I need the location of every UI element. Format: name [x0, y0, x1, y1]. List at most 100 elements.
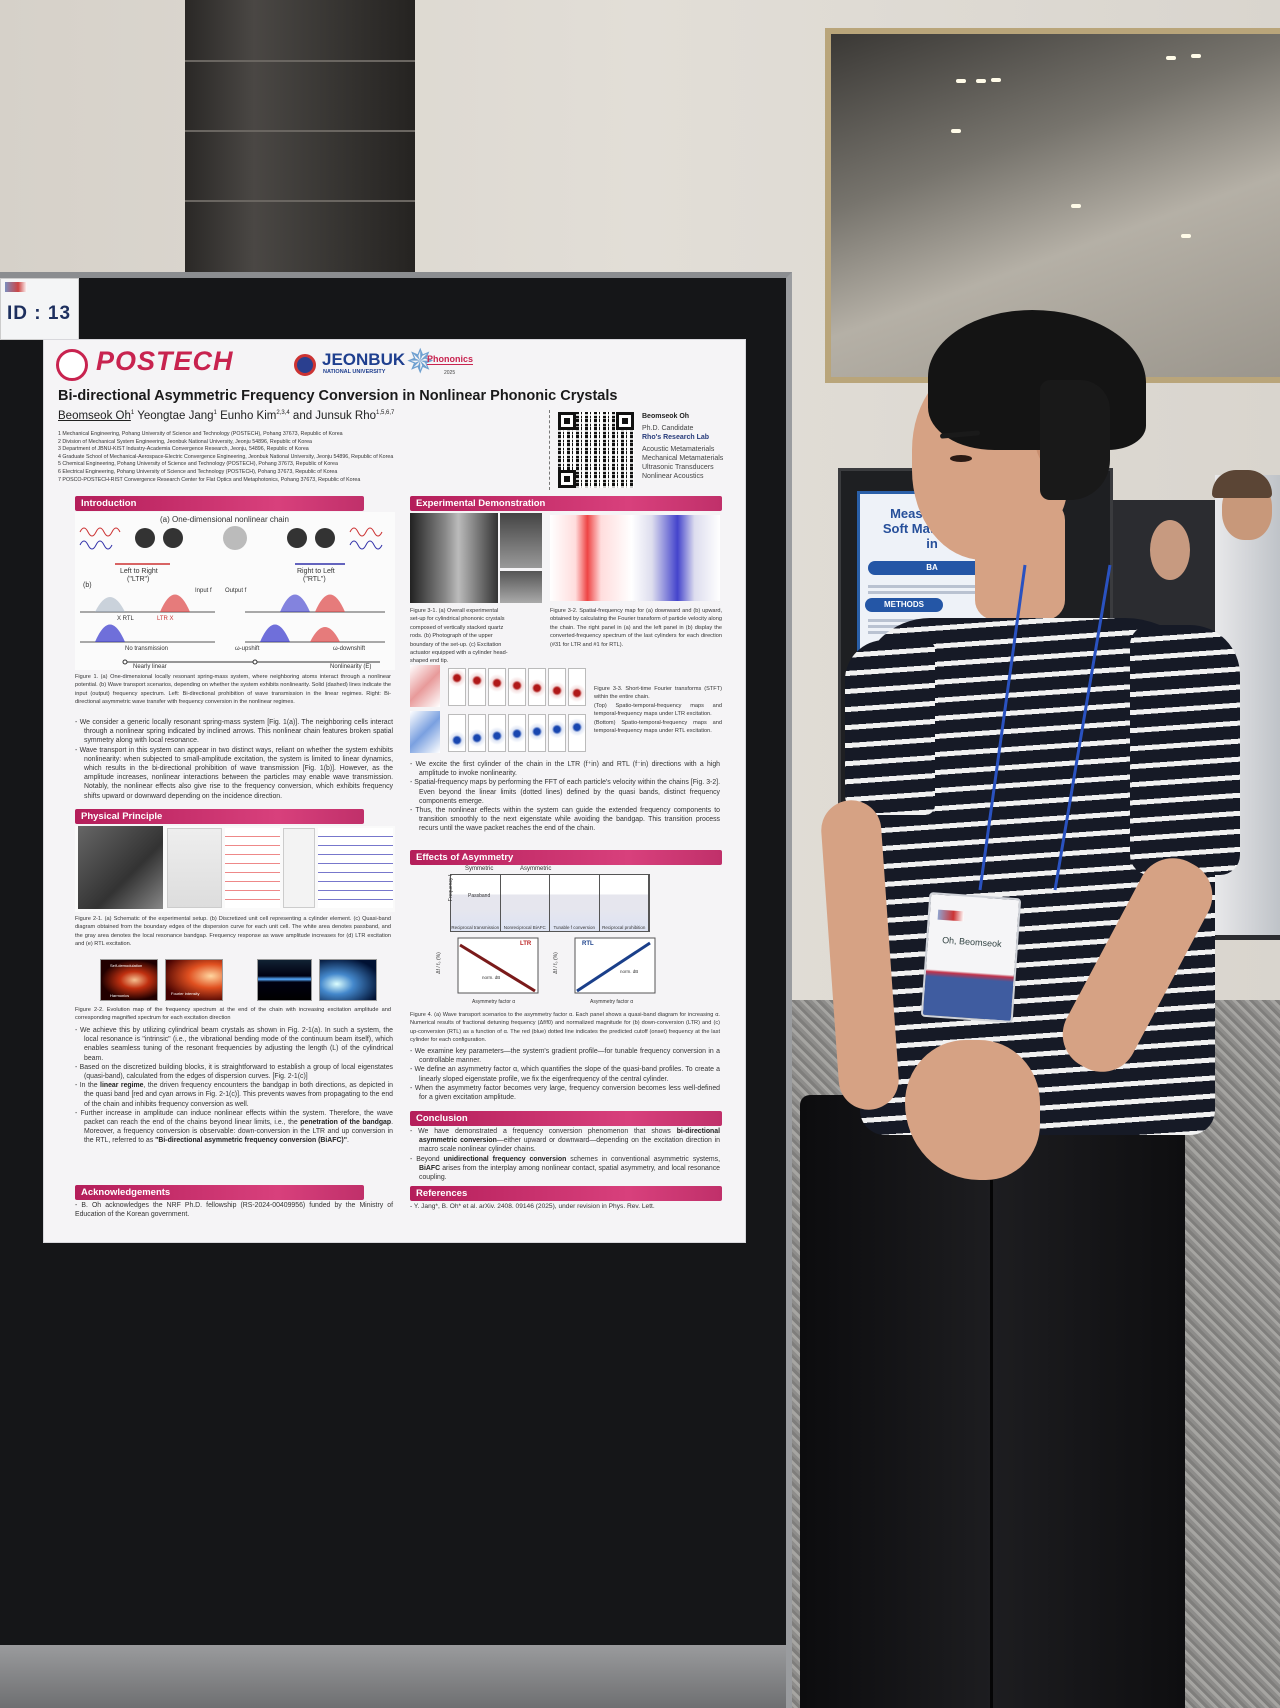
phononics-logo: Phononics	[427, 354, 474, 365]
bullet-text: We achieve this by utilizing cylindrical…	[79, 1027, 393, 1062]
qr-code[interactable]	[558, 412, 634, 488]
bullet: - Thus, the nonlinear effects within the…	[410, 807, 720, 833]
reference-text: - Y. Jang*, B. Oh* et al. arXiv. 2408. 0…	[410, 1203, 655, 1210]
stft-map	[448, 714, 466, 752]
fig4-xlabel: Asymmetry factor α	[472, 999, 516, 1005]
panel-label: Tunable f conversion	[553, 925, 596, 930]
figure-2-1	[75, 826, 395, 912]
fig4-label: Symmetric	[465, 866, 494, 872]
fig4-ylabel: Δf / f₀ (%)	[435, 952, 442, 974]
figure-2-1-caption: Figure 2-1. (a) Schematic of the experim…	[75, 916, 391, 948]
background-person-hair	[1212, 470, 1272, 498]
bullet-text: .	[347, 1137, 349, 1145]
bullet-text: . Moreover, a frequency conversion is ob…	[84, 1119, 394, 1145]
unit-cell-diagram	[167, 828, 222, 908]
quasi-band-panel: Nonreciprocal BiAFC	[500, 875, 550, 931]
fig4-label: LTR	[520, 941, 532, 947]
author-name: Eunho Kim	[220, 410, 277, 422]
bullet-bold: "Bi-directional asymmetric frequency con…	[155, 1137, 347, 1145]
bullet: - Spatial-frequency maps by performing t…	[410, 779, 720, 805]
hair-back	[1040, 380, 1110, 500]
fig1-label: No transmission	[125, 646, 169, 652]
affiliations: 1 Mechanical Engineering, Pohang Univers…	[58, 431, 393, 484]
stft-map	[548, 668, 566, 706]
poster-id-label: ID : 13	[0, 278, 79, 340]
research-topic: Mechanical Metamaterials	[642, 455, 724, 462]
affiliation: 7 POSCO-POSTECH-RIST Convergence Researc…	[58, 476, 361, 483]
fig4-xlabel: Asymmetry factor α	[590, 999, 634, 1005]
figure-3-2-caption: Figure 3-2. Spatial-frequency map for (a…	[550, 608, 722, 648]
bullet-text: Beyond	[416, 1155, 444, 1163]
ltr-response-plot	[225, 828, 280, 908]
fig1-label: Right to Left	[297, 568, 335, 575]
acknowledgements-text: - B. Oh acknowledges the NRF Ph.D. fello…	[75, 1202, 393, 1219]
caption-line: Figure 3-3. Short-time Fourier transform…	[594, 686, 722, 701]
fig1-label: (b)	[83, 582, 92, 589]
bullet-bold: unidirectional frequency conversion	[443, 1155, 567, 1163]
figure-3-1-caption: Figure 3-1. (a) Overall experimental set…	[410, 608, 508, 665]
postech-seal-icon	[56, 349, 88, 381]
panel-label: Reciprocal transmission	[451, 925, 500, 930]
clasped-hands	[905, 1040, 1040, 1180]
fig4-label: Passband	[468, 893, 491, 899]
figure-1-caption: Figure 1. (a) One-dimensional locally re…	[75, 674, 391, 706]
bullet-text: In the	[79, 1082, 101, 1090]
research-topic: Nonlinear Acoustics	[642, 473, 704, 480]
fig1-label: Input f	[195, 588, 212, 594]
panel-label: Reciprocal prohibition	[602, 925, 646, 930]
panel-label: Nonreciprocal BiAFC	[503, 925, 546, 930]
stft-map	[568, 714, 586, 752]
background-person-head	[1150, 520, 1190, 580]
research-topics: Acoustic Metamaterials Mechanical Metamat…	[642, 445, 723, 481]
affiliation: 6 Electrical Engineering, Pohang Univers…	[58, 468, 338, 475]
bullet-bold: bi-directional asymmetric conversion	[419, 1128, 720, 1145]
bullet-bold: linear regime	[100, 1082, 144, 1090]
contact-position: Ph.D. Candidate	[642, 425, 694, 432]
bullet: - We consider a generic locally resonant…	[75, 719, 393, 745]
setup-photo-c	[500, 571, 542, 603]
author-name: Yeongtae Jang	[137, 410, 214, 422]
fig1-label: (a) One-dimensional nonlinear chain	[160, 515, 289, 524]
affiliation: 5 Chemical Engineering, Pohang Universit…	[58, 461, 338, 468]
conclusion-bullets: - We have demonstrated a frequency conve…	[410, 1127, 720, 1182]
bullet-text: , the driven frequency encounters the ba…	[84, 1082, 393, 1108]
ltr-magnified-map	[165, 959, 223, 1001]
bullet: - Wave transport in this system can appe…	[75, 746, 393, 800]
detuning-plots	[457, 937, 656, 994]
spatial-frequency-map	[550, 515, 720, 601]
author-affil: 1	[130, 410, 135, 417]
fig1-label: X RTL	[117, 616, 134, 622]
figure-4: Symmetric Asymmetric Reciprocal transmis…	[410, 865, 722, 1010]
fig1-label: Nearly linear	[133, 664, 167, 670]
asymmetry-bullets: - We examine key parameters—the system's…	[410, 1047, 720, 1102]
bullet-text: arises from the interplay among nonlinea…	[419, 1164, 720, 1182]
phononics-year: 2025	[444, 370, 456, 376]
bullet: - We examine key parameters—the system's…	[410, 1048, 720, 1065]
bullet-text: We examine key parameters—the system's g…	[414, 1048, 720, 1065]
section-header-asymmetry: Effects of Asymmetry	[410, 850, 722, 865]
stft-map	[528, 714, 546, 752]
figure-3-3	[410, 665, 590, 755]
eye	[950, 455, 972, 462]
dark-pillar	[185, 0, 415, 275]
name-badge: Oh, Beomseok	[920, 891, 1022, 1024]
bg-poster-methods: METHODS	[865, 598, 943, 612]
stft-map	[488, 668, 506, 706]
experimental-bullets: - We excite the first cylinder of the ch…	[410, 760, 720, 834]
jeonbuk-subtitle: NATIONAL UNIVERSITY	[323, 369, 386, 375]
inset-plot	[283, 828, 315, 908]
rtl-response-plot	[318, 828, 393, 908]
author-affil: 1,5,6,7	[376, 410, 395, 417]
figure-4-caption: Figure 4. (a) Wave transport scenarios t…	[410, 1012, 720, 1044]
author-name: and Junsuk Rho	[292, 410, 377, 422]
section-header-introduction: Introduction	[75, 496, 364, 511]
badge-logo	[937, 909, 965, 922]
divider	[549, 410, 550, 490]
figure-2-2: Self-demodulation Harmonics Fourier inte…	[75, 957, 395, 1005]
figure-3-1-3-2	[410, 513, 722, 605]
bullet-bold: penetration of the bandgap	[300, 1119, 392, 1127]
figure-1: (a) One-dimensional nonlinear chain Left…	[75, 512, 395, 670]
affiliation: 1 Mechanical Engineering, Pohang Univers…	[58, 431, 343, 437]
author-name: Beomseok Oh	[58, 410, 131, 422]
quasi-band-panels: Reciprocal transmission Nonreciprocal BiA…	[450, 874, 650, 932]
